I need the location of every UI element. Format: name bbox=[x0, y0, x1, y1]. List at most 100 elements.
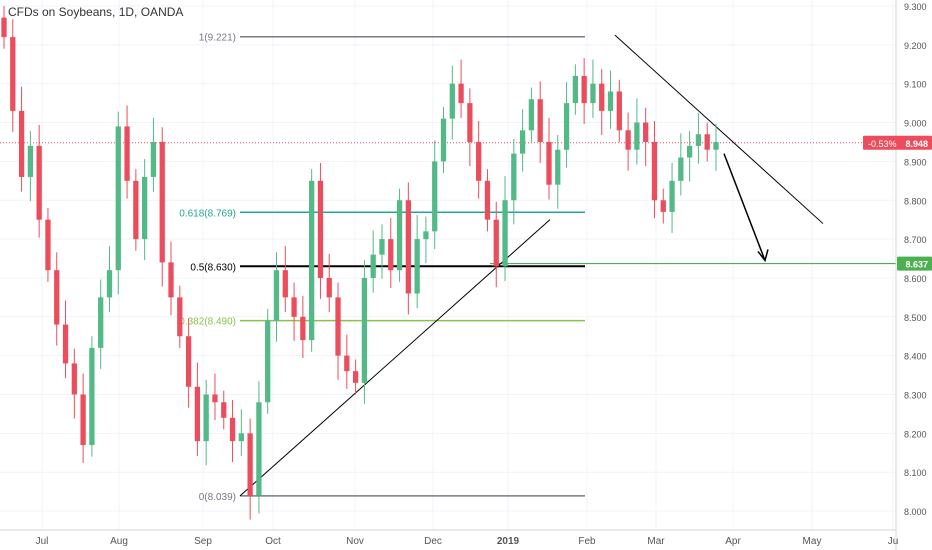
candle bbox=[27, 131, 34, 202]
candle bbox=[326, 253, 332, 313]
candle bbox=[537, 81, 543, 163]
candle-body bbox=[282, 270, 288, 298]
candle bbox=[142, 159, 148, 261]
candle-body bbox=[71, 363, 77, 395]
candle bbox=[695, 113, 702, 164]
candle bbox=[265, 309, 271, 414]
candle bbox=[335, 282, 341, 380]
candle-body bbox=[467, 103, 473, 142]
candle-body bbox=[686, 145, 693, 158]
y-tick-label: 8.900 bbox=[904, 157, 927, 167]
candle bbox=[440, 107, 447, 174]
candle-body bbox=[581, 75, 587, 104]
candle-body bbox=[493, 219, 499, 267]
candle bbox=[555, 134, 561, 209]
candle-body bbox=[651, 141, 658, 201]
x-tick-label: Oct bbox=[265, 536, 281, 547]
candle bbox=[194, 362, 201, 456]
candle-body bbox=[502, 200, 508, 267]
chart-title: CFDs on Soybeans, 1D, OANDA bbox=[8, 5, 184, 19]
candle-body bbox=[326, 277, 332, 298]
candle-body bbox=[300, 316, 306, 341]
candle bbox=[10, 19, 16, 132]
candle bbox=[449, 65, 455, 140]
candle bbox=[18, 86, 25, 192]
candle bbox=[581, 58, 587, 125]
candle-body bbox=[291, 297, 297, 317]
candle-body bbox=[643, 122, 649, 142]
candle bbox=[660, 188, 666, 224]
x-tick-label: May bbox=[803, 536, 822, 547]
candle-body bbox=[511, 153, 517, 201]
time-axis[interactable]: Jul Aug Sep Oct Nov Dec 2019 Feb Mar Apr May Ju bbox=[0, 529, 898, 547]
candle bbox=[546, 117, 552, 200]
x-tick-label: Feb bbox=[578, 536, 596, 547]
candle bbox=[405, 182, 411, 315]
candle-body bbox=[1, 17, 7, 38]
candle bbox=[115, 111, 121, 295]
support-badge bbox=[897, 256, 932, 271]
candle bbox=[247, 418, 253, 520]
price-badges: -0.53% 8.948 8.637 bbox=[863, 135, 932, 271]
x-tick-label: Mar bbox=[647, 536, 665, 547]
candle-body bbox=[713, 141, 719, 150]
candle-body bbox=[590, 83, 596, 104]
candle-body bbox=[414, 239, 420, 294]
y-tick-label: 8.000 bbox=[904, 507, 927, 517]
candle bbox=[150, 117, 157, 192]
candle bbox=[159, 127, 165, 287]
x-tick-label: 2019 bbox=[497, 536, 520, 547]
fibonacci-retracement[interactable]: 1(9.221) 0.618(8.769) 0.5(8.630) 0.382(8.49… bbox=[179, 33, 585, 503]
candle-body bbox=[10, 37, 16, 111]
candle-body bbox=[27, 145, 34, 177]
candle bbox=[300, 295, 306, 358]
candle bbox=[467, 88, 473, 167]
candle bbox=[414, 215, 420, 309]
support-badge-value: 8.637 bbox=[905, 260, 928, 270]
last-price-value: 8.948 bbox=[905, 139, 928, 149]
candle bbox=[124, 105, 130, 199]
candle-body bbox=[379, 239, 385, 255]
candle-body bbox=[563, 103, 570, 150]
candle-body bbox=[370, 254, 376, 278]
candle bbox=[686, 131, 693, 182]
candle-body bbox=[484, 180, 491, 220]
candle bbox=[643, 107, 649, 167]
candle bbox=[221, 390, 227, 430]
candle-body bbox=[572, 75, 578, 104]
fib-level-05-label: 0.5(8.630) bbox=[190, 262, 236, 273]
candle-body bbox=[335, 297, 341, 356]
price-axis[interactable]: 9.300 9.200 9.100 9.000 8.900 8.800 8.700 8.600… bbox=[895, 0, 927, 550]
candle-body bbox=[388, 239, 394, 271]
candle-body bbox=[607, 91, 614, 111]
candle bbox=[133, 169, 139, 251]
projection-arrow-shaft bbox=[723, 153, 766, 261]
candle bbox=[80, 373, 86, 463]
candle-body bbox=[537, 99, 543, 142]
candle bbox=[212, 373, 218, 421]
candle bbox=[344, 334, 350, 390]
candle bbox=[238, 409, 244, 456]
candle-body bbox=[142, 176, 148, 240]
candle bbox=[476, 120, 482, 199]
x-tick-label: Aug bbox=[110, 536, 128, 547]
y-tick-label: 8.500 bbox=[904, 313, 927, 323]
candle-body bbox=[352, 371, 359, 383]
candle-body bbox=[221, 402, 227, 418]
candle-body bbox=[704, 134, 710, 150]
candle bbox=[309, 169, 315, 352]
candle bbox=[590, 59, 596, 118]
candle bbox=[370, 230, 376, 293]
last-price-change: -0.53% bbox=[868, 139, 897, 149]
candle-body bbox=[98, 297, 104, 348]
candle-body bbox=[106, 270, 113, 298]
candle-body bbox=[440, 118, 447, 162]
x-tick-label: Apr bbox=[725, 536, 741, 547]
candle-body bbox=[309, 180, 315, 341]
candle-body bbox=[361, 277, 368, 383]
candle-body bbox=[247, 433, 253, 496]
candle-body bbox=[616, 91, 622, 131]
candle bbox=[432, 140, 438, 250]
candle-body bbox=[256, 402, 262, 496]
